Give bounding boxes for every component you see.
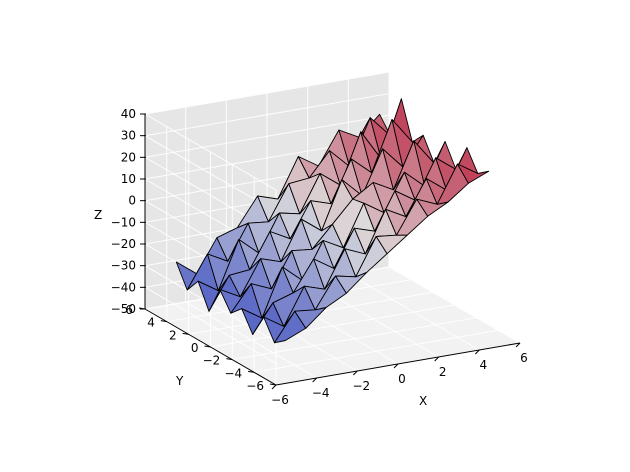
z-tick-label: 30 — [121, 129, 136, 143]
x-tick-label: −2 — [352, 379, 370, 393]
y-tick-label: 6 — [125, 303, 133, 317]
z-tick-label: 40 — [121, 107, 136, 121]
y-tick — [226, 358, 233, 361]
surface-plot — [175, 98, 490, 344]
x-tick-label: 2 — [439, 365, 447, 379]
y-tick — [182, 332, 189, 335]
y-tick — [160, 320, 167, 323]
z-tick-label: −40 — [111, 280, 136, 294]
y-tick-label: 4 — [147, 316, 155, 330]
y-tick — [204, 345, 211, 348]
z-tick-label: −20 — [111, 237, 136, 251]
x-tick — [393, 363, 399, 369]
x-tick — [271, 384, 277, 390]
tick-marks — [138, 113, 521, 390]
x-tick-label: 6 — [520, 351, 528, 365]
z-tick-label: 0 — [128, 194, 136, 208]
z-tick-label: −10 — [111, 215, 136, 229]
x-tick — [352, 370, 358, 376]
y-axis-label: Y — [175, 374, 184, 388]
z-tick-label: 20 — [121, 150, 136, 164]
x-tick — [312, 377, 318, 383]
z-tick-label: −50 — [111, 302, 136, 316]
surface-facet — [457, 163, 490, 184]
x-tick-label: 0 — [398, 372, 406, 386]
y-tick — [248, 370, 255, 373]
y-tick-label: 2 — [169, 328, 177, 342]
tick-labels: −6 −4 −2 0 2 4 6−6−4−20246−50−40−30−20−1001020… — [111, 107, 528, 407]
x-axis-label: X — [419, 394, 427, 408]
x-tick-label: −6 — [271, 393, 289, 407]
z-tick-label: −30 — [111, 259, 136, 273]
y-tick-label: −2 — [203, 354, 221, 368]
y-tick-label: 0 — [191, 341, 199, 355]
x-tick — [474, 349, 480, 355]
x-tick-label: −4 — [312, 386, 330, 400]
y-tick-label: −4 — [224, 366, 242, 380]
x-tick — [434, 356, 440, 362]
z-axis-label: Z — [94, 208, 102, 222]
y-tick-label: −6 — [246, 379, 264, 393]
x-tick-label: 4 — [480, 358, 488, 372]
y-tick — [269, 383, 277, 386]
z-tick-label: 10 — [121, 172, 136, 186]
x-tick — [515, 342, 521, 348]
